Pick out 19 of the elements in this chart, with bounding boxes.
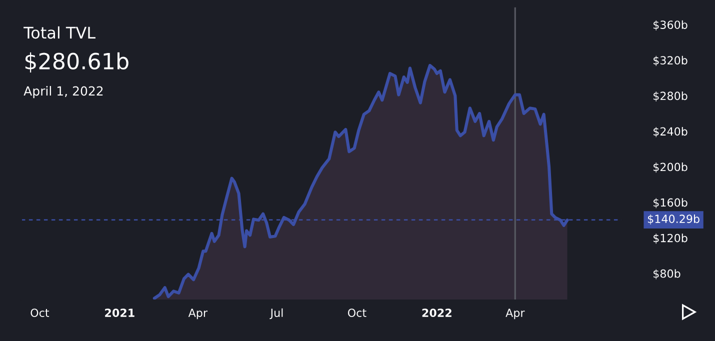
x-tick-label: Oct [30,308,50,318]
x-tick-label: Apr [188,308,208,320]
annotation: April 1, 2022 [24,86,103,98]
y-tick-label: $240b [654,127,688,138]
y-tick-label: $200b [654,162,688,173]
ref-line-label: $140.29b [648,214,700,225]
annotation: $280.61b [25,52,128,72]
x-tick-label: Apr [506,308,525,320]
y-tick-label: $320b [654,56,688,66]
x-tick-label: Oct [348,308,366,318]
y-tick-label: $120b [654,234,688,244]
x-tick-label: 2021 [105,308,134,318]
y-tick-label: $360b [654,20,688,30]
y-tick-label: $280b [654,91,688,102]
x-tick-label: Jul [270,308,283,320]
x-tick-label: 2022 [422,308,452,318]
y-tick-label: $160b [654,198,688,208]
text: Total TVL [24,26,96,39]
y-tick-label: $80b [654,269,680,280]
